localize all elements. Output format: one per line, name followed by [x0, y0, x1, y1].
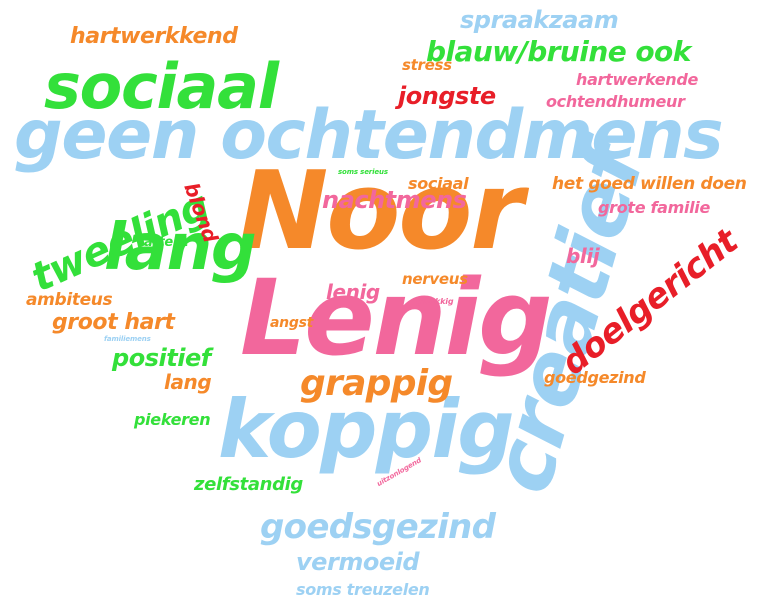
word-noor: Noor	[238, 149, 524, 274]
word-zelfstandig: zelfstandig	[194, 474, 303, 495]
word-familiemens: familiemens	[104, 335, 151, 343]
word-goedsgezind: goedsgezind	[260, 507, 496, 547]
word-koppig: koppig	[218, 383, 515, 476]
word-positief: positief	[112, 344, 211, 372]
word-groot-hart: groot hart	[52, 310, 175, 335]
word-spraakzaam: spraakzaam	[460, 6, 619, 34]
word-blij: blij	[566, 244, 600, 268]
word-vermoeid: vermoeid	[296, 548, 420, 576]
word-ambiteus: ambiteus	[26, 290, 113, 310]
word-angst: angst	[270, 315, 314, 331]
word-grappig: grappig	[300, 363, 453, 404]
word-hartwerkende: hartwerkende	[576, 70, 699, 89]
word-lenig-small: lenig	[326, 280, 380, 304]
word-nachtmens: nachtmens	[322, 186, 467, 214]
word-lang-large: lang	[104, 211, 257, 285]
word-grote-familie: grote familie	[598, 198, 710, 217]
word-sociaal-small: sociaal	[408, 174, 469, 193]
word-soms-serieus: soms serieus	[338, 168, 388, 176]
word-geen-ochtendmens: geen ochtendmens	[14, 96, 724, 175]
word-soms-treuzelen: soms treuzelen	[296, 580, 430, 599]
word-blauw-bruine-ook: blauw/bruine ook	[426, 35, 691, 68]
word-lenig-large: Lenig	[240, 257, 553, 379]
word-piekeren: piekeren	[134, 410, 211, 429]
word-attent: attent	[144, 235, 188, 250]
word-ochtendhumeur: ochtendhumeur	[546, 92, 685, 111]
word-jongste: jongste	[398, 82, 496, 110]
word-hartwerkkend: hartwerkkend	[70, 24, 238, 49]
word-goedgezind: goedgezind	[544, 368, 646, 387]
word-het-goed-willen-doen: het goed willen doen	[552, 174, 747, 194]
word-nerveus: nerveus	[402, 270, 468, 288]
word-gelukkig: gelukkig	[416, 297, 454, 306]
word-sociaal-large: sociaal	[44, 50, 279, 123]
word-lang-small: lang	[164, 370, 212, 394]
word-stress: stress	[402, 56, 452, 74]
